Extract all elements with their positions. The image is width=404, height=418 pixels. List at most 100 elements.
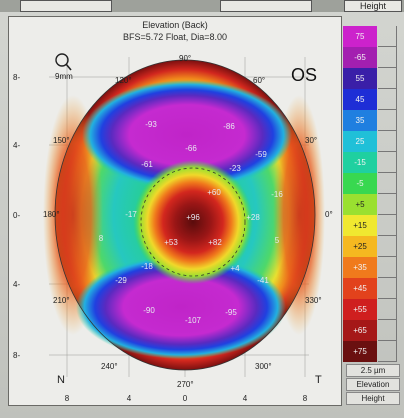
- nasal-edge-region: [43, 95, 103, 335]
- value-label: +96: [186, 213, 200, 222]
- temporal-edge-region: [273, 95, 325, 335]
- scale-step[interactable]: 2.5 µm: [346, 364, 400, 377]
- value-label: -18: [141, 262, 153, 271]
- value-label: +53: [164, 238, 178, 247]
- toolbar-cell[interactable]: [220, 0, 312, 12]
- value-label: -61: [141, 160, 153, 169]
- zoom-icon[interactable]: [55, 53, 72, 71]
- scale-tick: [378, 89, 397, 110]
- scale-swatch: 35: [343, 110, 377, 131]
- value-label: -93: [145, 120, 157, 129]
- tick-label: 8: [303, 394, 308, 403]
- scale-swatch: +45: [343, 278, 377, 299]
- value-label: +28: [246, 213, 260, 222]
- deg-30: 30°: [305, 136, 317, 145]
- scale-type[interactable]: Elevation: [346, 378, 400, 391]
- scale-tick: [378, 278, 397, 299]
- deg-0: 0°: [325, 210, 333, 219]
- map-title: Elevation (Back): [142, 20, 208, 30]
- tick-label: 4: [243, 394, 248, 403]
- color-scale: 75 -65 55 45 35 25 -15 -5 +5 +15 +25 +35 +45 +55 +65 +7…: [343, 26, 397, 414]
- scale-swatch: 25: [343, 131, 377, 152]
- scale-tick: [378, 68, 397, 89]
- scale-tick: [378, 320, 397, 341]
- deg-150: 150°: [53, 136, 70, 145]
- value-label: -86: [223, 122, 235, 131]
- value-label: +4: [230, 264, 240, 273]
- height-tab[interactable]: Height: [344, 0, 402, 12]
- scale-tick: [378, 299, 397, 320]
- tick-label: 0-: [13, 211, 20, 220]
- deg-90: 90°: [179, 54, 191, 63]
- value-label: 5: [275, 236, 280, 245]
- map-border: [54, 59, 316, 371]
- scale-swatch: +55: [343, 299, 377, 320]
- deg-330: 330°: [305, 296, 322, 305]
- pupil-outline: [140, 167, 246, 277]
- inferior-lobe: [76, 255, 286, 359]
- scale-tick: [378, 257, 397, 278]
- central-elevation: [133, 160, 253, 284]
- value-label: -16: [271, 190, 283, 199]
- scale-tick: [378, 236, 397, 257]
- scale-height[interactable]: Height: [346, 392, 400, 405]
- tick-label: 8-: [13, 73, 20, 82]
- scale-swatch: +65: [343, 320, 377, 341]
- deg-300: 300°: [255, 362, 272, 371]
- value-label: 8: [99, 234, 104, 243]
- value-label: -29: [115, 276, 127, 285]
- map-subtitle: BFS=5.72 Float, Dia=8.00: [122, 32, 228, 42]
- deg-120: 120°: [115, 76, 132, 85]
- deg-240: 240°: [101, 362, 118, 371]
- tick-label: 8-: [13, 351, 20, 360]
- scale-tick: [378, 341, 397, 362]
- toolbar-cell[interactable]: [20, 0, 112, 12]
- scale-tick: [378, 47, 397, 68]
- scale-swatch: +35: [343, 257, 377, 278]
- zoom-label: 9mm: [55, 72, 73, 81]
- tick-label: 4-: [13, 141, 20, 150]
- scale-tick: [378, 26, 397, 47]
- scale-swatch: -15: [343, 152, 377, 173]
- scale-swatch: -5: [343, 173, 377, 194]
- scale-tick: [378, 215, 397, 236]
- deg-270: 270°: [177, 380, 194, 389]
- scale-swatch: 45: [343, 89, 377, 110]
- scale-tick: [378, 194, 397, 215]
- scale-tick: [378, 152, 397, 173]
- value-label: -59: [255, 150, 267, 159]
- deg-210: 210°: [53, 296, 70, 305]
- deg-60: 60°: [253, 76, 265, 85]
- scale-swatch: +25: [343, 236, 377, 257]
- map-title-box: Elevation (Back) BFS=5.72 Float, Dia=8.0…: [9, 17, 341, 51]
- value-label: -41: [257, 276, 269, 285]
- scale-swatch: 55: [343, 68, 377, 89]
- tick-label: 8: [65, 394, 70, 403]
- value-label: -107: [185, 316, 202, 325]
- degree-labels: 90° 60° 30° 0° 330° 300° 270° 240° 210° …: [43, 54, 333, 389]
- temporal-label: T: [315, 374, 322, 386]
- bottom-axis-ticks: 8 4 0 4 8: [65, 394, 308, 403]
- scale-footer: 2.5 µm Elevation Height: [346, 364, 400, 416]
- deg-180: 180°: [43, 210, 60, 219]
- scale-swatch: 75: [343, 26, 377, 47]
- value-label: -95: [225, 308, 237, 317]
- value-label: -17: [125, 210, 137, 219]
- scale-swatch: +15: [343, 215, 377, 236]
- value-label: +82: [208, 238, 222, 247]
- scale-swatch: +75: [343, 341, 377, 362]
- top-toolbar-strip: Height: [0, 0, 404, 12]
- left-axis-ticks: 8- 4- 0- 4- 8-: [13, 73, 20, 360]
- scale-tick: [378, 173, 397, 194]
- elevation-map-panel: Elevation (Back) BFS=5.72 Float, Dia=8.0…: [8, 16, 342, 406]
- scale-swatch: -65: [343, 47, 377, 68]
- value-label: -23: [229, 164, 241, 173]
- superior-lobe: [82, 80, 292, 190]
- scale-swatch: +5: [343, 194, 377, 215]
- eye-label: OS: [291, 65, 317, 85]
- elevation-map[interactable]: 90° 60° 30° 0° 330° 300° 270° 240° 210° …: [9, 17, 341, 405]
- nasal-label: N: [57, 374, 65, 386]
- tick-label: 4: [127, 394, 132, 403]
- tick-label: 0: [183, 394, 188, 403]
